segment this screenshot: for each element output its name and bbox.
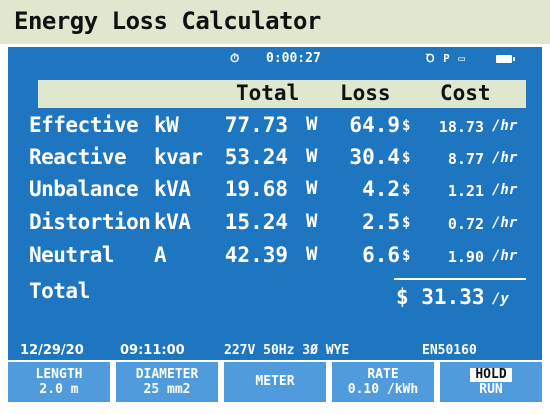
meter-softkey[interactable]: METER — [224, 362, 326, 402]
softkey-value: 25 mm2 — [143, 382, 191, 397]
row-cost: 0.72 — [447, 215, 484, 233]
row-loss-unit: W — [306, 177, 318, 199]
row-unit: kVA — [154, 210, 191, 234]
row-cost-period: /hr — [492, 150, 518, 166]
row-loss: 30.4 — [349, 145, 400, 169]
header-loss: Loss — [340, 81, 391, 105]
table-row: Reactive kvar 53.24 W 30.4 $ 8.77 /hr — [8, 145, 542, 177]
table-row: Distortion kVA 15.24 W 2.5 $ 0.72 /hr — [8, 210, 542, 242]
row-total: 42.39 — [224, 243, 288, 267]
column-header-row: Total Loss Cost — [38, 80, 526, 108]
softkey-label: DIAMETER — [135, 367, 199, 382]
row-cost: 18.73 — [438, 118, 484, 136]
battery-icon — [496, 55, 515, 63]
header-total: Total — [236, 81, 300, 105]
softkey-bar: LENGTH 2.0 m DIAMETER 25 mm2 METER RATE … — [8, 362, 542, 404]
row-loss-unit: W — [306, 210, 318, 232]
row-name: Effective — [29, 113, 139, 137]
rate-softkey[interactable]: RATE 0.10 /kWh — [332, 362, 434, 402]
status-date: 12/29/20 — [20, 343, 84, 358]
timer-icon: ⏱ — [230, 51, 240, 65]
total-label: Total — [29, 279, 90, 303]
table-row: Unbalance kVA 19.68 W 4.2 $ 1.21 /hr — [8, 177, 542, 209]
softkey-label: LENGTH — [35, 367, 83, 382]
status-standard: EN50160 — [422, 343, 477, 358]
row-currency: $ — [402, 118, 411, 134]
status-time: 09:11:00 — [120, 343, 185, 358]
row-total: 15.24 — [224, 210, 288, 234]
app-title: Energy Loss Calculator — [14, 7, 321, 35]
row-loss: 6.6 — [362, 243, 400, 267]
row-currency: $ — [402, 215, 411, 231]
table-row: Effective kW 77.73 W 64.9 $ 18.73 /hr — [8, 113, 542, 145]
row-loss-unit: W — [306, 145, 318, 167]
row-total: 53.24 — [224, 145, 288, 169]
total-period: /y — [492, 291, 509, 307]
row-cost-period: /hr — [492, 215, 518, 231]
row-cost-period: /hr — [492, 118, 518, 134]
row-loss: 64.9 — [349, 113, 400, 137]
row-unit: A — [154, 243, 167, 267]
row-currency: $ — [402, 248, 411, 264]
softkey-label: RATE — [367, 367, 399, 382]
row-currency: $ — [402, 150, 411, 166]
softkey-value: RUN — [479, 382, 503, 397]
row-name: Distortion — [29, 210, 151, 234]
row-total: 77.73 — [224, 113, 288, 137]
row-cost: 1.21 — [447, 182, 484, 200]
row-loss: 2.5 — [362, 210, 400, 234]
softkey-label: METER — [255, 374, 295, 389]
length-softkey[interactable]: LENGTH 2.0 m — [8, 362, 110, 402]
softkey-value: 2.0 m — [39, 382, 79, 397]
row-loss-unit: W — [306, 113, 318, 135]
row-name: Reactive — [29, 145, 127, 169]
row-unit: kvar — [154, 145, 203, 169]
total-cost: $ 31.33 — [396, 285, 485, 309]
header-cost: Cost — [440, 81, 491, 105]
row-unit: kW — [154, 113, 179, 137]
diameter-softkey[interactable]: DIAMETER 25 mm2 — [116, 362, 218, 402]
row-currency: $ — [402, 182, 411, 198]
row-cost: 8.77 — [447, 150, 484, 168]
row-loss-unit: W — [306, 243, 318, 265]
softkey-value: 0.10 /kWh — [347, 382, 419, 397]
row-cost: 1.90 — [447, 248, 484, 266]
system-status-icons: Ꝺ P ▭ — [426, 52, 467, 65]
row-loss: 4.2 — [362, 177, 400, 201]
total-divider — [394, 278, 526, 280]
row-cost-period: /hr — [492, 248, 518, 264]
title-bar: Energy Loss Calculator — [0, 0, 550, 44]
row-cost-period: /hr — [492, 182, 518, 198]
softkey-label: HOLD — [470, 368, 512, 382]
total-row: Total — [8, 279, 542, 311]
row-name: Unbalance — [29, 177, 139, 201]
hold-run-softkey[interactable]: HOLD RUN — [440, 362, 542, 402]
row-name: Neutral — [29, 243, 115, 267]
elapsed-time: 0:00:27 — [266, 51, 321, 66]
table-row: Neutral A 42.39 W 6.6 $ 1.90 /hr — [8, 243, 542, 275]
status-system-config: 227V 50Hz 3Ø WYE — [224, 343, 350, 358]
row-unit: kVA — [154, 177, 191, 201]
meter-screen: ⏱ 0:00:27 Ꝺ P ▭ Total Loss Cost Effectiv… — [8, 47, 542, 360]
row-total: 19.68 — [224, 177, 288, 201]
